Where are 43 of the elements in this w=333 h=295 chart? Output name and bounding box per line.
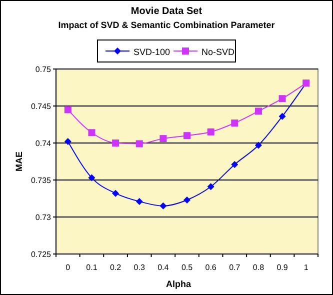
point bbox=[254, 108, 262, 115]
x-tick-label: 0.6 bbox=[205, 263, 217, 272]
x-tick-label: 1 bbox=[304, 263, 309, 272]
y-tick-label: 0.735 bbox=[30, 176, 52, 185]
y-tick-label: 0.73 bbox=[35, 213, 52, 222]
x-tick-label: 0.4 bbox=[158, 263, 170, 272]
x-axis-title: Alpha bbox=[166, 279, 192, 289]
y-tick-label: 0.745 bbox=[30, 102, 52, 111]
y-tick-label: 0.74 bbox=[35, 139, 52, 148]
y-axis-title: MAE bbox=[14, 152, 24, 172]
point bbox=[278, 112, 286, 120]
point bbox=[64, 138, 72, 146]
point bbox=[64, 106, 72, 114]
point bbox=[231, 120, 238, 127]
point bbox=[88, 129, 96, 136]
point bbox=[112, 190, 120, 197]
chart-subtitle: Impact of SVD & Semantic Combination Parameter bbox=[58, 20, 276, 30]
point bbox=[88, 174, 96, 182]
point bbox=[231, 160, 238, 168]
legend-label: No-SVD bbox=[202, 47, 236, 57]
x-tick-label: 0.7 bbox=[229, 263, 241, 272]
point bbox=[160, 202, 167, 210]
point bbox=[254, 142, 262, 149]
y-tick-label: 0.75 bbox=[35, 65, 52, 74]
point bbox=[207, 128, 214, 136]
x-tick-label: 0.8 bbox=[252, 263, 265, 272]
x-tick-label: 0 bbox=[66, 263, 71, 272]
point bbox=[184, 196, 190, 204]
x-tick-label: 0.1 bbox=[86, 263, 98, 272]
point bbox=[207, 183, 214, 190]
y-tick-label: 0.725 bbox=[30, 250, 52, 259]
x-tick-label: 0.3 bbox=[134, 263, 146, 272]
point bbox=[136, 140, 143, 148]
point bbox=[278, 95, 286, 102]
point bbox=[136, 198, 143, 205]
point bbox=[160, 135, 167, 142]
point bbox=[112, 140, 120, 146]
point bbox=[184, 132, 190, 140]
x-tick-label: 0.5 bbox=[181, 263, 194, 272]
x-tick-label: 0.2 bbox=[110, 263, 122, 272]
legend-label: SVD-100 bbox=[134, 47, 170, 57]
x-tick-label: 0.9 bbox=[276, 263, 288, 272]
chart-title: Movie Data Set bbox=[130, 6, 203, 17]
